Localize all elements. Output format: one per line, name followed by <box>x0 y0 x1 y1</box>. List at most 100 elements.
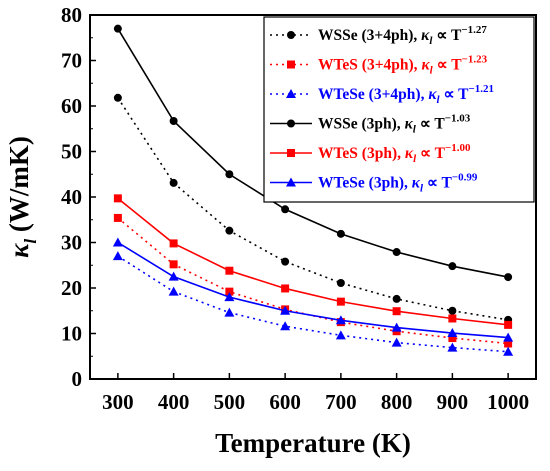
series-line-2 <box>117 255 509 353</box>
legend-kappa-sub: l <box>429 35 433 47</box>
legend-kappa-sub: l <box>413 153 417 165</box>
data-point-0-4 <box>336 278 345 287</box>
data-point-4-1 <box>169 239 178 248</box>
data-point-5-5 <box>391 322 402 332</box>
data-point-3-1 <box>169 117 178 126</box>
data-point-2-4 <box>335 330 346 340</box>
legend-proportional: ∝ T <box>440 86 470 103</box>
x-tick-label: 900 <box>437 390 469 414</box>
series-5 <box>112 237 514 342</box>
legend-item-5: WTeSe (3ph), κl ∝ T−0.99 <box>270 172 478 195</box>
data-point-2-0 <box>112 251 123 261</box>
legend-marker-3 <box>287 119 295 128</box>
data-point-3-3 <box>281 205 290 214</box>
series-1 <box>113 213 513 348</box>
series-2 <box>112 251 514 356</box>
data-point-5-3 <box>280 305 291 315</box>
y-tick-label: 0 <box>72 367 83 391</box>
legend-exponent: −1.03 <box>445 113 471 125</box>
x-axis-title: Temperature (K) <box>215 428 411 458</box>
data-point-0-5 <box>392 294 401 303</box>
data-point-4-5 <box>392 307 401 316</box>
legend-kappa: κ <box>428 86 437 103</box>
legend-proportional: ∝ T <box>433 57 463 74</box>
data-point-2-7 <box>503 346 514 356</box>
series-line-5 <box>117 241 509 339</box>
data-point-1-0 <box>113 213 122 222</box>
x-tick-label: 800 <box>381 390 413 414</box>
data-point-2-5 <box>391 337 402 347</box>
data-point-3-2 <box>225 170 234 179</box>
legend-kappa: κ <box>405 116 414 133</box>
series-line-3 <box>117 28 509 278</box>
legend-kappa-sub: l <box>420 183 424 195</box>
legend-proportional: ∝ T <box>416 116 446 133</box>
series-line-1 <box>117 217 509 345</box>
data-point-4-3 <box>281 284 290 293</box>
legend-name: WSSe (3ph), <box>318 116 405 133</box>
legend-label-3: WSSe (3ph), κl ∝ T−1.03 <box>318 113 471 136</box>
y-axis-unit: (W/mK) <box>4 136 34 239</box>
legend-name: WTeS (3ph), <box>318 145 405 162</box>
legend-item-4: WTeS (3ph), κl ∝ T−1.00 <box>270 142 471 165</box>
data-point-4-0 <box>113 194 122 203</box>
legend-item-0: WSSe (3+4ph), κl ∝ T−1.27 <box>270 24 487 47</box>
legend: WSSe (3+4ph), κl ∝ T−1.27 WTeS (3+4ph), κ… <box>263 16 535 203</box>
data-point-2-6 <box>447 342 458 352</box>
data-point-4-2 <box>225 266 234 275</box>
legend-label-5: WTeSe (3ph), κl ∝ T−0.99 <box>318 172 478 195</box>
legend-proportional: ∝ T <box>423 175 453 192</box>
data-point-3-7 <box>504 273 513 282</box>
data-point-5-6 <box>447 328 458 338</box>
legend-label-1: WTeS (3+4ph), κl ∝ T−1.23 <box>318 54 488 77</box>
legend-kappa: κ <box>421 27 430 44</box>
legend-kappa: κ <box>412 175 421 192</box>
x-tick-label: 1000 <box>487 390 529 414</box>
y-axis-title: κl (W/mK) <box>4 136 40 258</box>
x-tick-label: 500 <box>214 390 246 414</box>
data-point-2-1 <box>168 286 179 296</box>
data-point-3-0 <box>113 24 122 33</box>
legend-name: WTeSe (3ph), <box>318 175 412 192</box>
legend-kappa-sub: l <box>413 124 417 136</box>
legend-kappa: κ <box>405 145 414 162</box>
legend-marker-2 <box>286 89 296 98</box>
data-point-0-1 <box>169 178 178 187</box>
data-point-1-2 <box>225 287 234 296</box>
legend-name: WSSe (3+4ph), <box>318 27 421 44</box>
data-point-5-0 <box>112 237 123 247</box>
legend-exponent: −0.99 <box>452 172 478 184</box>
legend-marker-5 <box>286 177 296 187</box>
legend-label-0: WSSe (3+4ph), κl ∝ T−1.27 <box>318 24 487 47</box>
y-tick-label: 40 <box>61 185 82 209</box>
legend-exponent: −1.21 <box>469 83 495 95</box>
data-point-1-7 <box>504 339 513 348</box>
data-point-0-2 <box>225 226 234 235</box>
x-tick-label: 600 <box>269 390 301 414</box>
legend-exponent: −1.00 <box>445 142 471 154</box>
x-tick-label: 700 <box>325 390 357 414</box>
series-4 <box>113 194 513 329</box>
data-point-0-0 <box>113 93 122 102</box>
y-tick-label: 30 <box>61 231 82 255</box>
data-point-5-4 <box>335 315 346 325</box>
y-axis-symbol: κ <box>4 243 34 258</box>
plot-marks <box>112 24 514 356</box>
data-point-2-3 <box>280 321 291 331</box>
data-point-0-3 <box>281 257 290 266</box>
legend-box <box>263 16 535 203</box>
data-point-2-2 <box>224 307 235 317</box>
data-point-4-4 <box>336 297 345 306</box>
data-point-4-6 <box>448 314 457 323</box>
legend-name: WTeSe (3+4ph), <box>318 86 428 103</box>
legend-name: WTeS (3+4ph), <box>318 57 421 74</box>
legend-label-2: WTeSe (3+4ph), κl ∝ T−1.21 <box>318 83 494 106</box>
legend-item-3: WSSe (3ph), κl ∝ T−1.03 <box>270 113 471 136</box>
data-point-3-5 <box>392 248 401 257</box>
legend-item-1: WTeS (3+4ph), κl ∝ T−1.23 <box>270 54 488 77</box>
data-point-5-1 <box>168 271 179 281</box>
legend-item-2: WTeSe (3+4ph), κl ∝ T−1.21 <box>270 83 494 106</box>
legend-proportional: ∝ T <box>416 145 446 162</box>
legend-marker-0 <box>287 31 295 39</box>
